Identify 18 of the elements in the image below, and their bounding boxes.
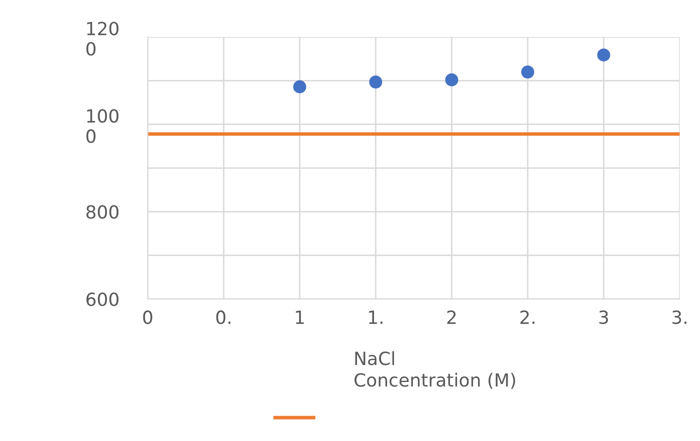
x-tick-label: 2	[447, 310, 456, 324]
x-axis-title: NaCl Concentration (M)	[354, 351, 516, 389]
x-tick-label: 0	[143, 310, 152, 324]
point	[597, 48, 610, 62]
y-tick-label: 600	[86, 292, 118, 306]
y-tick-label: 100 0	[86, 109, 118, 143]
x-tick-label: 3.	[672, 310, 686, 324]
point	[445, 73, 458, 86]
x-tick-label: 3	[599, 310, 608, 324]
x-tick-label: 1	[296, 310, 304, 324]
x-tick-label: 2.	[520, 310, 534, 324]
x-tick-label: 1.	[369, 310, 382, 324]
point	[521, 65, 534, 78]
point	[369, 76, 382, 89]
y-tick-label: 800	[86, 205, 118, 219]
y-tick-label: 120 0	[86, 22, 118, 56]
point	[293, 80, 306, 94]
x-tick-label: 0.	[216, 310, 230, 324]
